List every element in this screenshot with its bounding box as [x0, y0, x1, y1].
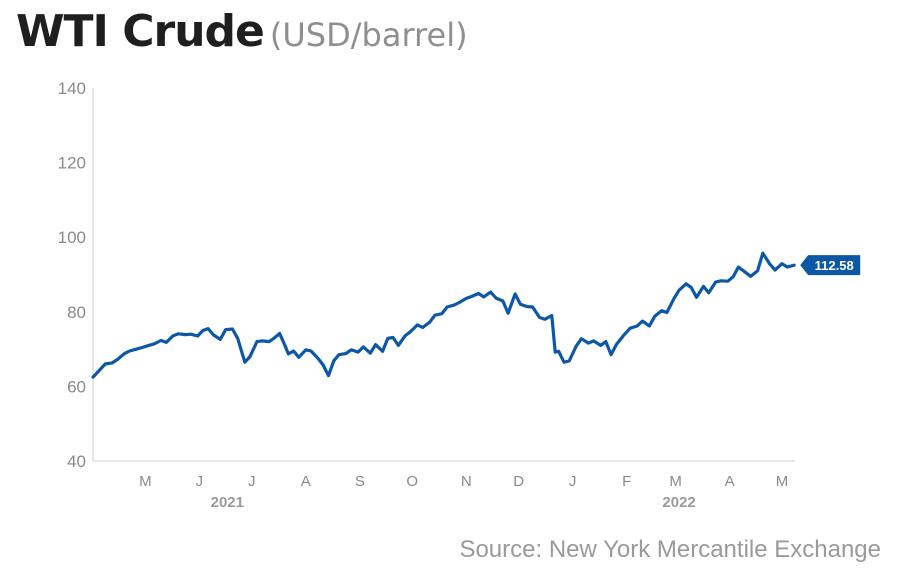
y-tick-label: 40	[67, 452, 86, 471]
x-tick-label: M	[776, 473, 789, 490]
last-value-label: 112.58	[815, 258, 854, 273]
x-tick-label: M	[669, 473, 682, 490]
x-year-label: 2022	[662, 494, 695, 511]
x-tick-label: J	[196, 473, 204, 490]
x-tick-label: D	[513, 473, 524, 490]
source-note: Source: New York Mercantile Exchange	[459, 536, 881, 563]
y-tick-label: 120	[58, 154, 86, 173]
y-tick-label: 100	[58, 228, 86, 247]
x-tick-label: J	[248, 473, 256, 490]
x-tick-label: A	[725, 473, 735, 490]
last-value-badge-shape	[800, 255, 861, 276]
series-line	[91, 251, 796, 379]
x-tick-label: O	[406, 473, 418, 490]
chart-unit: (USD/barrel)	[269, 16, 468, 54]
x-tick-label: J	[569, 473, 577, 490]
x-tick-label: M	[139, 473, 152, 490]
x-tick-label: F	[622, 473, 631, 490]
x-tick-label: N	[461, 473, 472, 490]
y-tick-label: 140	[58, 79, 86, 98]
y-tick-label: 60	[67, 377, 86, 396]
y-tick-label: 80	[67, 303, 86, 322]
x-tick-label: S	[355, 473, 365, 490]
x-year-label: 2021	[211, 494, 244, 511]
chart-title-block: WTI Crude (USD/barrel)	[16, 6, 468, 57]
x-tick-label: A	[301, 473, 311, 490]
chart-title: WTI Crude	[16, 6, 265, 57]
last-value-badge: 112.58	[800, 255, 861, 276]
